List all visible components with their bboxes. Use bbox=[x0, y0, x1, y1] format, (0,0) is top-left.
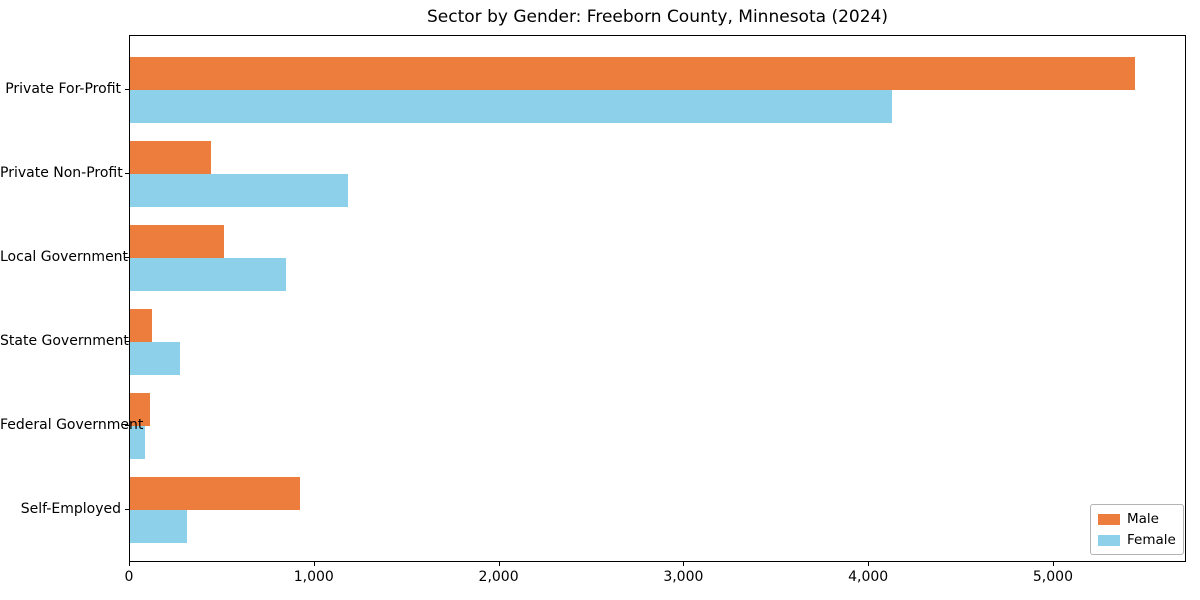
x-axis-tick-label: 0 bbox=[124, 569, 134, 585]
bar-male-2 bbox=[130, 140, 212, 174]
y-axis-tick bbox=[125, 172, 129, 174]
bar-female-1 bbox=[130, 89, 892, 123]
bar-female-5 bbox=[130, 425, 145, 459]
y-axis-label: State Government bbox=[0, 332, 129, 349]
y-axis-tick bbox=[125, 88, 129, 90]
x-axis-tick bbox=[683, 562, 685, 566]
bar-male-5 bbox=[130, 392, 151, 426]
female-color-swatch bbox=[1098, 534, 1120, 546]
legend-label-female: Female bbox=[1127, 532, 1176, 548]
x-axis-tick-label: 3,000 bbox=[663, 569, 704, 585]
y-axis-tick bbox=[125, 508, 129, 510]
y-axis-label: Private For-Profit bbox=[5, 80, 121, 97]
y-axis-label: Federal Government bbox=[0, 416, 144, 433]
bar-male-4 bbox=[130, 308, 153, 342]
y-axis-label: Private Non-Profit bbox=[0, 164, 123, 181]
x-axis-tick bbox=[1052, 562, 1054, 566]
bar-female-3 bbox=[130, 257, 286, 291]
bar-female-2 bbox=[130, 173, 348, 207]
plot-area bbox=[129, 35, 1186, 562]
x-axis-tick-label: 2,000 bbox=[478, 569, 519, 585]
x-axis-tick-label: 5,000 bbox=[1032, 569, 1073, 585]
legend-entry-male: Male bbox=[1098, 511, 1175, 527]
x-axis-tick-label: 4,000 bbox=[848, 569, 889, 585]
legend: Male Female bbox=[1090, 504, 1184, 555]
legend-entry-female: Female bbox=[1098, 532, 1176, 548]
y-axis-label: Self-Employed bbox=[20, 500, 121, 517]
x-axis-tick bbox=[129, 562, 130, 566]
bar-male-6 bbox=[130, 476, 300, 510]
x-axis-tick bbox=[498, 562, 500, 566]
bar-male-1 bbox=[130, 56, 1136, 90]
male-color-swatch bbox=[1098, 513, 1120, 525]
bar-female-4 bbox=[130, 341, 180, 375]
y-axis-tick bbox=[125, 340, 129, 342]
y-axis-label: Local Government bbox=[0, 248, 129, 265]
x-axis-tick bbox=[868, 562, 870, 566]
chart-title: Sector by Gender: Freeborn County, Minne… bbox=[427, 7, 888, 27]
y-axis-tick bbox=[125, 256, 129, 258]
bar-female-6 bbox=[130, 509, 188, 543]
bar-male-3 bbox=[130, 224, 225, 258]
x-axis-tick-label: 1,000 bbox=[293, 569, 334, 585]
legend-label-male: Male bbox=[1127, 511, 1159, 527]
x-axis-tick bbox=[313, 562, 315, 566]
y-axis-tick bbox=[125, 424, 129, 426]
